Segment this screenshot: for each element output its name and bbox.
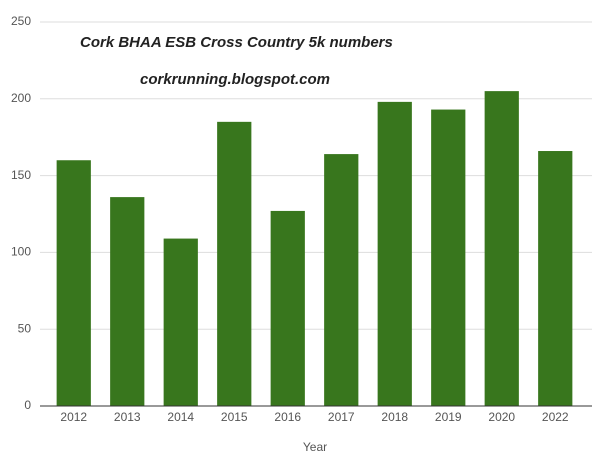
y-tick-label: 0	[24, 398, 31, 412]
bar	[110, 197, 145, 406]
x-tick-label: 2017	[328, 410, 355, 424]
x-axis-label: Year	[303, 440, 327, 454]
chart-title: Cork BHAA ESB Cross Country 5k numbers	[80, 34, 393, 51]
x-tick-label: 2015	[221, 410, 248, 424]
x-tick-label: 2014	[167, 410, 194, 424]
bar	[484, 91, 519, 407]
x-tick-label: 2013	[114, 410, 141, 424]
x-tick-label: 2018	[381, 410, 408, 424]
bar	[56, 160, 91, 406]
x-tick-label: 2016	[274, 410, 301, 424]
bar	[163, 238, 198, 406]
bar	[270, 210, 305, 406]
bar	[431, 109, 466, 406]
bar	[538, 151, 573, 406]
bar	[217, 121, 252, 406]
x-tick-label: 2022	[542, 410, 569, 424]
y-tick-label: 200	[11, 91, 31, 105]
y-tick-label: 100	[11, 245, 31, 259]
x-tick-label: 2012	[60, 410, 87, 424]
y-tick-label: 250	[11, 14, 31, 28]
bar	[324, 154, 359, 406]
y-tick-label: 150	[11, 168, 31, 182]
x-tick-label: 2020	[488, 410, 515, 424]
bar	[377, 101, 412, 406]
chart-subtitle: corkrunning.blogspot.com	[140, 71, 330, 88]
x-tick-label: 2019	[435, 410, 462, 424]
y-tick-label: 50	[18, 321, 32, 335]
